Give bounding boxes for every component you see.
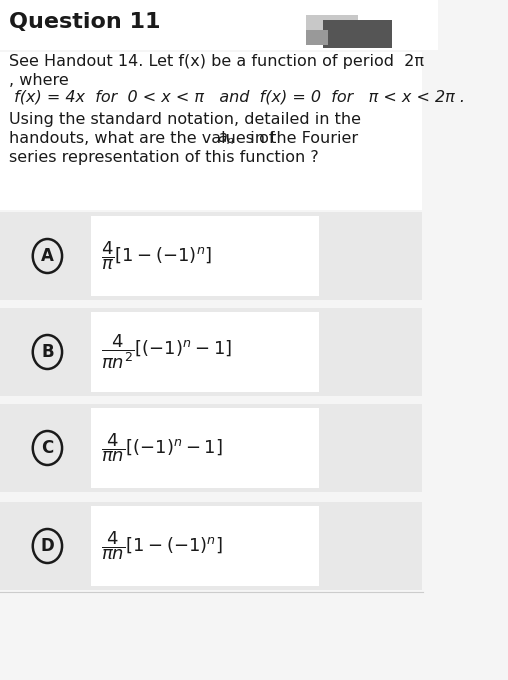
Text: B: B <box>41 343 54 361</box>
FancyBboxPatch shape <box>0 404 423 492</box>
FancyBboxPatch shape <box>323 20 392 48</box>
Text: in the Fourier: in the Fourier <box>240 131 358 146</box>
FancyBboxPatch shape <box>0 502 423 590</box>
Text: D: D <box>41 537 54 555</box>
FancyBboxPatch shape <box>0 0 438 50</box>
Text: C: C <box>41 439 53 457</box>
Text: Using the standard notation, detailed in the: Using the standard notation, detailed in… <box>9 112 361 127</box>
FancyBboxPatch shape <box>90 216 319 296</box>
Text: $a_n$: $a_n$ <box>217 131 235 147</box>
Text: series representation of this function ?: series representation of this function ? <box>9 150 319 165</box>
FancyBboxPatch shape <box>90 408 319 488</box>
FancyBboxPatch shape <box>90 506 319 586</box>
FancyBboxPatch shape <box>90 312 319 392</box>
Text: A: A <box>41 247 54 265</box>
FancyBboxPatch shape <box>306 30 328 45</box>
FancyBboxPatch shape <box>0 52 423 210</box>
FancyBboxPatch shape <box>0 212 423 300</box>
Text: Question 11: Question 11 <box>9 12 160 32</box>
Text: , where: , where <box>9 73 69 88</box>
FancyBboxPatch shape <box>306 15 358 35</box>
Text: f(x) = 4x  for  0 < x < π   and  f(x) = 0  for   π < x < 2π .: f(x) = 4x for 0 < x < π and f(x) = 0 for… <box>9 90 465 105</box>
Text: $\dfrac{4}{\pi n}\left[(-1)^n - 1\right]$: $\dfrac{4}{\pi n}\left[(-1)^n - 1\right]… <box>101 432 223 464</box>
Text: handouts, what are the values of: handouts, what are the values of <box>9 131 274 146</box>
FancyBboxPatch shape <box>0 308 423 396</box>
Text: $\dfrac{4}{\pi n}\left[1 - (-1)^n\right]$: $\dfrac{4}{\pi n}\left[1 - (-1)^n\right]… <box>101 530 223 562</box>
Text: $\dfrac{4}{\pi}\left[1 - (-1)^n\right]$: $\dfrac{4}{\pi}\left[1 - (-1)^n\right]$ <box>101 239 212 272</box>
Text: $\dfrac{4}{\pi n^2}\left[(-1)^n - 1\right]$: $\dfrac{4}{\pi n^2}\left[(-1)^n - 1\righ… <box>101 333 232 371</box>
Text: See Handout 14. Let f(x) be a function of period  2π: See Handout 14. Let f(x) be a function o… <box>9 54 424 69</box>
